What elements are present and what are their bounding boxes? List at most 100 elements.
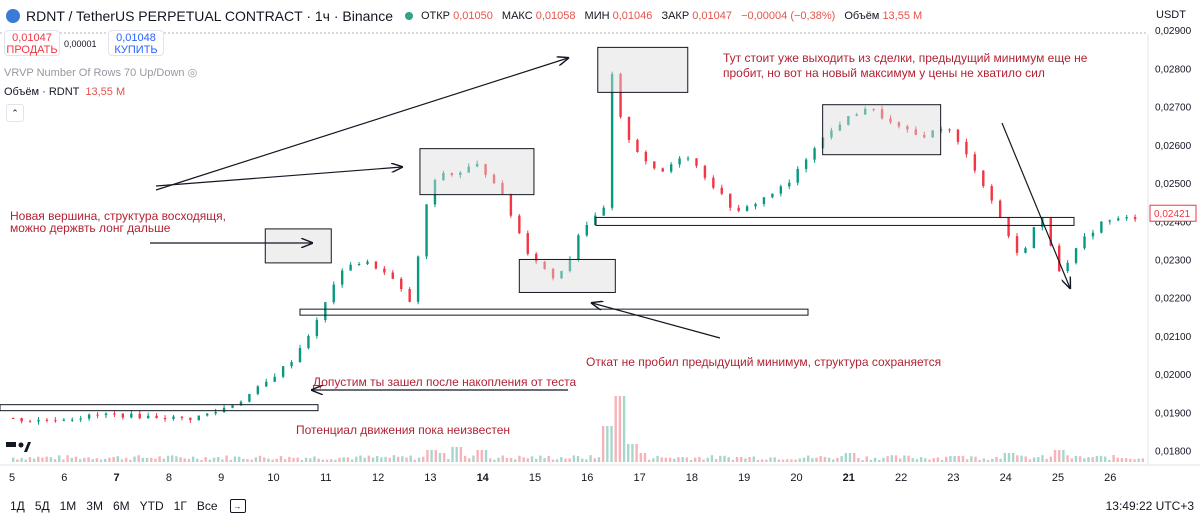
annotation-arrow-5 xyxy=(1001,122,1070,288)
x-label-7: 12 xyxy=(372,472,384,484)
timeframe-3[interactable]: 3М xyxy=(86,499,103,513)
volume-bar xyxy=(681,457,684,462)
volume-bar xyxy=(20,457,23,462)
candle-body xyxy=(762,197,766,205)
timeframe-0[interactable]: 1Д xyxy=(10,499,25,513)
candle-body xyxy=(551,268,555,279)
volume-bar xyxy=(903,455,906,462)
currency-selector[interactable]: USDT xyxy=(1156,9,1186,21)
volume-bar xyxy=(919,457,923,462)
candle-body xyxy=(745,206,749,211)
candle-body xyxy=(197,415,200,421)
volume-bar xyxy=(225,455,228,462)
candle-body xyxy=(366,261,369,265)
volume-bar xyxy=(191,456,195,462)
symbol-title[interactable]: RDNT / TetherUS PERPETUAL CONTRACT · 1ч … xyxy=(26,8,393,24)
volume-bar xyxy=(915,459,919,462)
x-label-6: 11 xyxy=(320,472,331,484)
clock[interactable]: 13:49:22 UTC+3 xyxy=(1105,499,1194,513)
volume-bar xyxy=(376,456,379,462)
x-label-19: 24 xyxy=(1000,472,1012,484)
date-range-icon[interactable]: → xyxy=(229,499,246,513)
x-label-12: 17 xyxy=(633,472,645,484)
candle-body xyxy=(189,417,192,421)
candle-body xyxy=(619,73,622,117)
volume-bar xyxy=(95,458,99,462)
volume-bar xyxy=(442,453,446,462)
candle-body xyxy=(459,172,462,175)
volume-bar xyxy=(606,426,609,462)
candle-body xyxy=(923,134,926,138)
candle-body xyxy=(712,177,715,188)
candle-body xyxy=(206,413,209,416)
hide-eye-icon[interactable]: ◎ xyxy=(187,67,198,79)
volume-bar xyxy=(710,455,714,462)
timeframe-6[interactable]: 1Г xyxy=(173,499,187,513)
volume-bar xyxy=(982,458,986,462)
tv-logo-icon xyxy=(6,442,16,447)
candle-body xyxy=(585,225,589,236)
volume-bar xyxy=(740,456,743,462)
volume-bar xyxy=(861,459,864,462)
volume-bar xyxy=(187,458,191,462)
volume-bar xyxy=(246,459,249,462)
buy-button[interactable]: 0,01048 КУПИТЬ xyxy=(108,30,164,56)
volume-bar xyxy=(396,456,400,462)
volume-bar xyxy=(886,456,889,462)
timeframe-7[interactable]: Все xyxy=(196,499,218,513)
candle-body xyxy=(248,393,251,402)
volume-bar xyxy=(229,459,232,462)
volume-bar xyxy=(434,450,437,462)
candle-body xyxy=(180,416,184,418)
sell-button[interactable]: 0,01047 ПРОДАТЬ xyxy=(4,30,60,56)
candle-body xyxy=(1083,236,1086,249)
candle-body xyxy=(568,259,572,271)
volume-bar xyxy=(137,455,140,462)
y-tick-10: 0,02800 xyxy=(1155,64,1192,75)
volume-bar xyxy=(991,458,994,462)
candle-body xyxy=(1007,217,1010,237)
volume-bar xyxy=(535,458,538,462)
candle-body xyxy=(28,421,32,423)
timeframe-5[interactable]: YTD xyxy=(139,499,164,513)
candle-body xyxy=(1125,217,1128,219)
volume-bar xyxy=(162,458,166,462)
candle-body xyxy=(113,413,116,415)
candle-body xyxy=(87,414,91,419)
volume-bar xyxy=(664,457,668,462)
volume-bar xyxy=(1133,459,1136,462)
volume-bar xyxy=(589,455,592,462)
volume-bar xyxy=(70,457,73,462)
volume-bar xyxy=(263,457,266,462)
candle-body xyxy=(416,256,420,302)
x-label-11: 16 xyxy=(581,472,593,484)
zone-box-0 xyxy=(264,228,332,264)
collapse-chevron-icon[interactable]: ⌃ xyxy=(6,104,24,122)
rdnt-logo-icon xyxy=(6,9,20,23)
volume-bar xyxy=(949,456,952,462)
candle-body xyxy=(256,386,260,394)
timeframe-4[interactable]: 6М xyxy=(112,499,130,513)
timeframe-2[interactable]: 1М xyxy=(59,499,77,513)
x-label-16: 21 xyxy=(843,472,855,484)
volume-bar xyxy=(760,459,764,462)
volume-bar xyxy=(242,458,245,462)
volume-bar xyxy=(233,456,237,462)
candle-body xyxy=(509,194,513,216)
volume-bar xyxy=(346,457,350,462)
vrvp-indicator-label[interactable]: VRVP Number Of Rows 70 Up/Down ◎ xyxy=(4,67,198,79)
volume-bar xyxy=(497,457,500,462)
timeframe-1[interactable]: 5Д xyxy=(34,499,50,513)
candle-body xyxy=(644,152,648,162)
volume-bar xyxy=(844,453,848,462)
volume-bar xyxy=(1016,455,1019,462)
candle-body xyxy=(130,413,133,418)
volume-bar xyxy=(170,455,174,462)
volume-bar xyxy=(459,447,463,462)
candle-body xyxy=(501,183,504,195)
volume-indicator-label[interactable]: Объём · RDNT 13,55 M xyxy=(4,86,126,98)
volume-bar xyxy=(652,458,655,462)
volume-bar xyxy=(24,459,27,462)
y-tick-5: 0,02300 xyxy=(1155,255,1192,266)
